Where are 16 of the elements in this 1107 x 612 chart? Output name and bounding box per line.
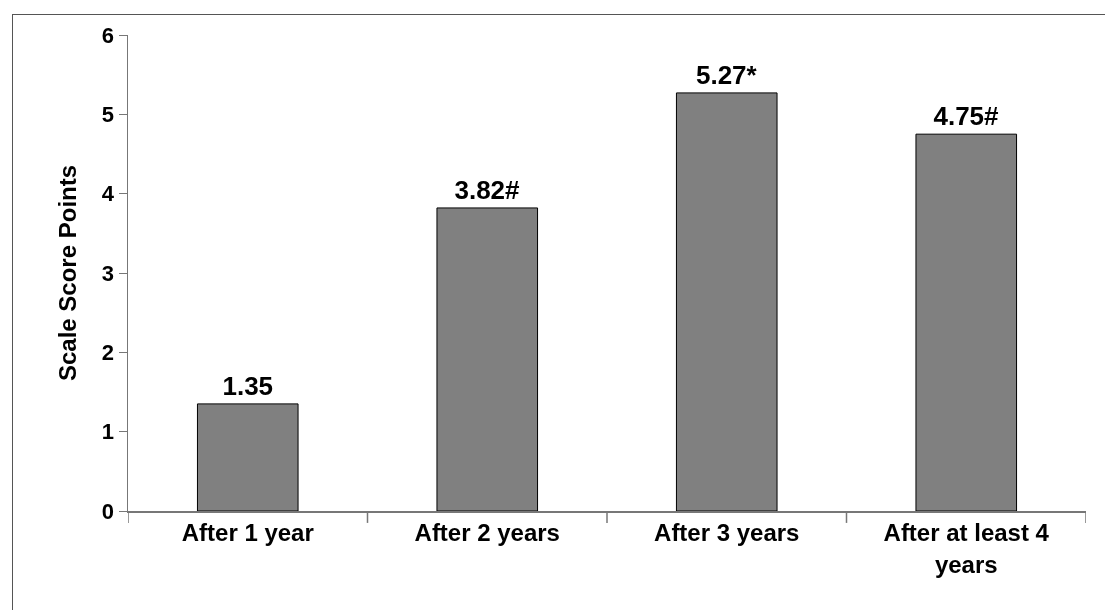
data-label: 4.75# — [933, 101, 1000, 132]
data-label: 1.35 — [222, 370, 274, 401]
y-tick-label: 0 — [101, 498, 115, 524]
y-tick-label: 5 — [101, 102, 115, 128]
x-tick-label: After 1 year — [181, 519, 314, 547]
y-tick-label: 3 — [101, 260, 115, 286]
x-tick-label: After 2 years — [414, 519, 560, 547]
data-label: 3.82# — [454, 174, 521, 205]
y-tick-label: 1 — [101, 419, 115, 445]
y-tick-label: 4 — [101, 181, 115, 207]
data-label: 5.27* — [695, 59, 758, 90]
x-tick-label: After at least 4 years — [883, 519, 1050, 578]
y-tick-label: 6 — [101, 22, 115, 48]
y-axis-title: Scale Score Points — [54, 164, 82, 382]
x-tick-label: After 3 years — [654, 519, 800, 547]
y-tick-label: 2 — [101, 340, 115, 366]
